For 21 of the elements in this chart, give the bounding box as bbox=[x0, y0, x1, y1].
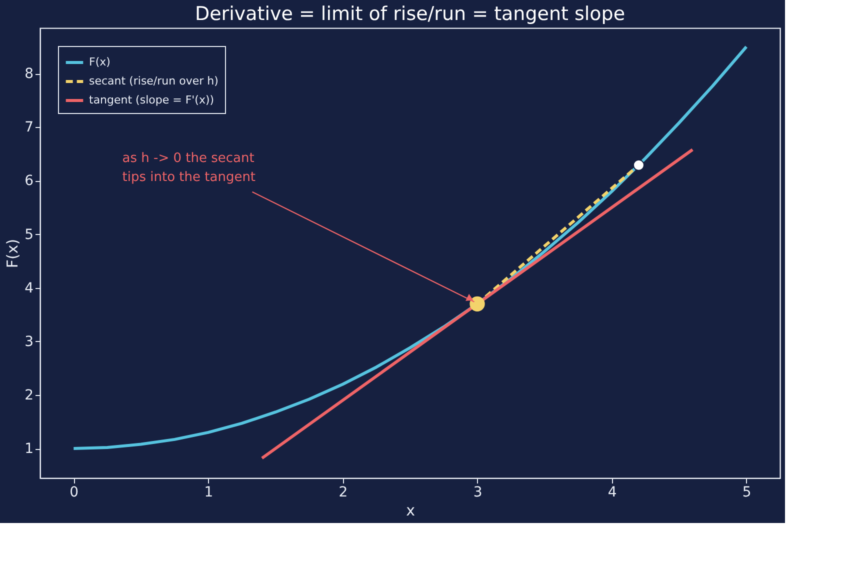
y-tick-label: 3 bbox=[24, 334, 34, 350]
chart-title: Derivative = limit of rise/run = tangent slope bbox=[194, 3, 626, 25]
y-tick-label: 5 bbox=[24, 226, 34, 243]
annotation: as h -> 0 the secant tips into the tangent bbox=[122, 150, 256, 185]
y-tick-label: 2 bbox=[24, 387, 34, 404]
x-tick-label: 0 bbox=[70, 484, 79, 500]
legend-label: secant (rise/run over h) bbox=[89, 74, 218, 88]
legend-label: F(x) bbox=[89, 56, 110, 68]
y-tick-label: 4 bbox=[24, 280, 34, 296]
legend-label: tangent (slope = F'(x)) bbox=[89, 94, 214, 106]
y-tick-label: 8 bbox=[24, 66, 34, 82]
x-tick-label: 3 bbox=[473, 484, 482, 500]
y-tick-label: 1 bbox=[24, 441, 34, 458]
y-axis-title: F(x) bbox=[4, 238, 22, 268]
y-tick-label: 7 bbox=[24, 120, 34, 136]
x-tick-label: 5 bbox=[742, 484, 752, 500]
x-axis-title: x bbox=[406, 502, 416, 520]
y-tick-label: 6 bbox=[24, 173, 34, 190]
x-tick-label: 4 bbox=[608, 484, 617, 500]
x-tick-label: 1 bbox=[204, 484, 214, 500]
x-tick-label: 2 bbox=[338, 484, 348, 500]
